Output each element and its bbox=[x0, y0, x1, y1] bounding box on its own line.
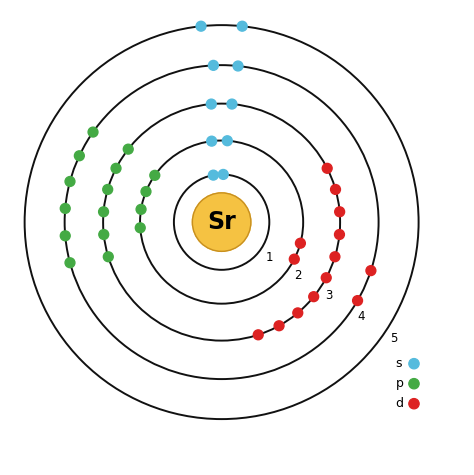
Circle shape bbox=[274, 321, 284, 331]
Circle shape bbox=[192, 193, 251, 251]
Circle shape bbox=[321, 273, 331, 283]
Circle shape bbox=[65, 177, 75, 186]
Circle shape bbox=[227, 99, 237, 109]
Circle shape bbox=[409, 399, 419, 409]
Circle shape bbox=[103, 252, 113, 262]
Circle shape bbox=[99, 207, 109, 217]
Text: 3: 3 bbox=[325, 289, 332, 302]
Circle shape bbox=[330, 184, 340, 194]
Circle shape bbox=[65, 258, 75, 268]
Circle shape bbox=[253, 330, 263, 340]
Circle shape bbox=[136, 204, 146, 214]
Circle shape bbox=[99, 229, 109, 239]
Circle shape bbox=[335, 207, 345, 217]
Circle shape bbox=[295, 238, 305, 248]
Circle shape bbox=[366, 266, 376, 276]
Text: 5: 5 bbox=[391, 332, 398, 345]
Circle shape bbox=[309, 292, 319, 302]
Circle shape bbox=[237, 21, 247, 31]
Text: d: d bbox=[395, 397, 403, 410]
Circle shape bbox=[322, 163, 332, 173]
Circle shape bbox=[74, 151, 84, 161]
Circle shape bbox=[103, 184, 113, 194]
Circle shape bbox=[88, 127, 98, 137]
Circle shape bbox=[233, 61, 243, 71]
Circle shape bbox=[60, 203, 70, 213]
Circle shape bbox=[196, 21, 206, 31]
Circle shape bbox=[150, 171, 160, 180]
Text: 2: 2 bbox=[294, 269, 301, 282]
Circle shape bbox=[330, 252, 340, 262]
Circle shape bbox=[209, 60, 219, 70]
Circle shape bbox=[409, 379, 419, 389]
Text: s: s bbox=[395, 357, 402, 370]
Text: 1: 1 bbox=[265, 250, 273, 264]
Circle shape bbox=[206, 99, 216, 109]
Circle shape bbox=[409, 359, 419, 369]
Circle shape bbox=[289, 254, 299, 264]
Text: Sr: Sr bbox=[207, 210, 236, 234]
Circle shape bbox=[141, 187, 151, 197]
Circle shape bbox=[293, 308, 303, 318]
Text: 4: 4 bbox=[357, 310, 365, 323]
Circle shape bbox=[60, 231, 70, 241]
Circle shape bbox=[353, 295, 363, 305]
Circle shape bbox=[222, 136, 232, 146]
Circle shape bbox=[111, 163, 121, 173]
Circle shape bbox=[123, 144, 133, 154]
Text: p: p bbox=[395, 377, 403, 390]
Circle shape bbox=[207, 136, 217, 146]
Circle shape bbox=[219, 170, 228, 180]
Circle shape bbox=[209, 170, 218, 180]
Circle shape bbox=[135, 223, 145, 233]
Circle shape bbox=[335, 229, 345, 239]
